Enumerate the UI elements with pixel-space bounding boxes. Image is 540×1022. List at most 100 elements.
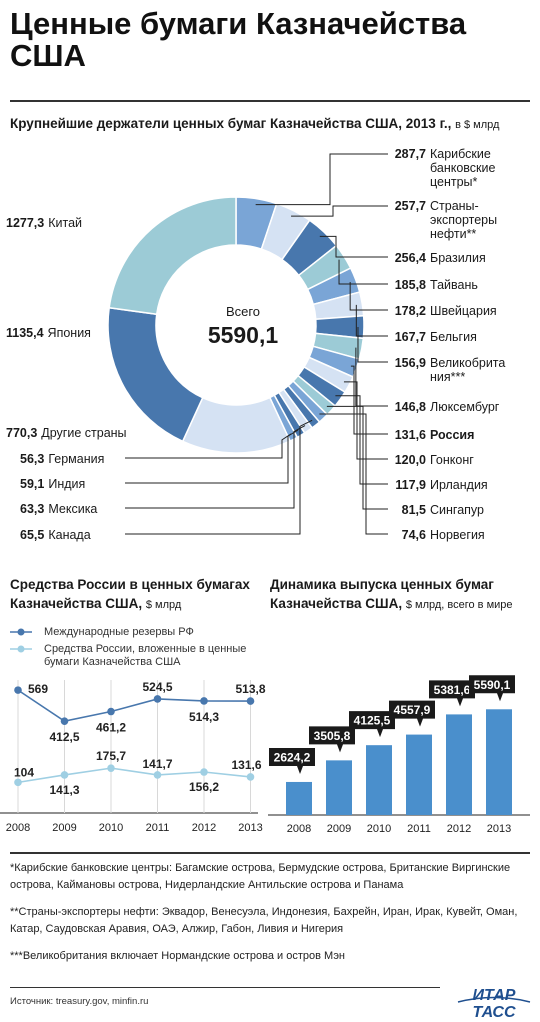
series-point	[107, 764, 115, 772]
leader-line	[338, 259, 388, 285]
leader-line	[343, 381, 388, 460]
label-india: 59,1 Индия	[20, 477, 85, 491]
data-label: 175,7	[96, 749, 126, 763]
label-name: Люксембург	[430, 400, 500, 414]
label-name: Мексика	[48, 502, 98, 516]
issuance-chart-title-line1: Динамика выпуска ценных бумаг	[270, 577, 494, 592]
itar-tass-logo: ИТАР ТАСС	[457, 987, 531, 1019]
leader-line	[349, 281, 388, 311]
label-value: 185,8	[394, 278, 426, 292]
label-value: 56,3	[20, 452, 45, 466]
label-name: Бельгия	[430, 330, 477, 344]
footnote-uk: ***Великобритания включает Нормандские о…	[10, 950, 346, 962]
data-label: 461,2	[96, 721, 126, 735]
label-value: 59,1	[20, 477, 45, 491]
donut-chart	[107, 153, 388, 535]
bar-label-box	[389, 700, 435, 727]
title-divider	[10, 100, 530, 102]
leader-line	[125, 433, 292, 459]
data-label: 141,7	[142, 757, 172, 771]
issuance-chart-title: Динамика выпуска ценных бумаг Казначейст…	[270, 575, 513, 615]
bar-label-box	[349, 711, 395, 738]
legend-item-investments: Средства России, вложенные в ценные бума…	[44, 643, 247, 668]
series-line	[17, 689, 251, 723]
data-label: 141,3	[49, 783, 79, 797]
donut-heading: Крупнейшие держатели ценных бумаг Казнач…	[10, 116, 499, 131]
leader-line	[350, 365, 388, 435]
leader-line	[255, 153, 388, 206]
data-label: 514,3	[189, 710, 219, 724]
x-tick-label: 2009	[327, 823, 351, 835]
label-name: Германия	[48, 452, 105, 466]
russia-chart-title-line2: Казначейства США,	[10, 596, 143, 611]
leader-line	[125, 425, 306, 509]
bar-value-label: 2624,2	[274, 750, 311, 764]
issuance-chart-title-line2: Казначейства США,	[270, 596, 403, 611]
data-label: 569	[28, 682, 48, 696]
leader-line	[125, 429, 299, 484]
label-value: 120,0	[394, 453, 426, 467]
label-singapore: 81,5 Сингапур	[392, 503, 484, 517]
label-value: 167,7	[394, 330, 426, 344]
donut-slices	[107, 196, 365, 454]
label-russia: 131,6 Россия	[392, 428, 475, 442]
logo-line2: ТАСС	[472, 1004, 515, 1019]
bar	[286, 781, 312, 815]
leader-line	[319, 235, 388, 258]
label-china: 1277,3 Китай	[6, 216, 82, 230]
legend-marker-investments	[17, 645, 25, 653]
x-tick-label: 2010	[99, 822, 123, 834]
russia-chart-title: Средства России в ценных бумагах Казначе…	[10, 575, 250, 615]
label-oil-exporters: 257,7 Страны-экспортеры нефти**	[392, 199, 514, 241]
bar	[446, 714, 472, 815]
leader-line	[335, 395, 388, 485]
leader-line	[355, 304, 388, 337]
x-tick-label: 2012	[192, 822, 216, 834]
label-value: 63,3	[20, 502, 45, 516]
label-value: 131,6	[394, 428, 426, 442]
label-value: 146,8	[394, 400, 426, 414]
bar-value-label: 5381,6	[434, 683, 471, 697]
bar-value-label: 4125,5	[354, 714, 391, 728]
label-value: 74,6	[401, 528, 426, 542]
label-name: Страны-экспортеры нефти**	[430, 199, 498, 241]
bar-label-box	[269, 747, 315, 774]
label-name: Швейцария	[430, 304, 497, 318]
legend-item-reserves: Международные резервы РФ	[44, 626, 194, 638]
leader-line	[326, 405, 388, 510]
data-label: 131,6	[231, 758, 261, 772]
label-belgium: 167,7 Бельгия	[392, 330, 477, 344]
donut-slice	[108, 196, 237, 316]
donut-leader-lines	[125, 153, 388, 535]
series-point	[153, 695, 162, 703]
x-tick-label: 2008	[287, 823, 311, 835]
label-japan: 1135,4 Япония	[6, 326, 91, 340]
charts-divider	[10, 852, 530, 854]
label-mexico: 63,3 Мексика	[20, 502, 97, 516]
label-value: 65,5	[20, 528, 45, 542]
bar-label-box	[309, 726, 355, 753]
donut-heading-unit: в $ млрд	[455, 119, 500, 131]
series-point	[153, 771, 162, 779]
donut-heading-text: Крупнейшие держатели ценных бумаг Казнач…	[10, 116, 452, 131]
x-tick-label: 2011	[407, 823, 431, 835]
x-tick-label: 2008	[6, 822, 30, 834]
issuance-chart-unit: $ млрд, всего в мире	[405, 599, 513, 611]
source-divider	[10, 987, 440, 988]
leader-line	[319, 413, 388, 535]
leader-line	[291, 205, 388, 217]
label-value: 178,2	[394, 304, 426, 318]
label-hongkong: 120,0 Гонконг	[392, 453, 474, 467]
series-line	[17, 767, 251, 784]
label-value: 256,4	[394, 251, 426, 265]
issuance-bar-chart: 2624,2 2008 3505,8 2009 4125,5 2010 4557,9 2011…	[268, 675, 530, 835]
label-name: Китай	[48, 216, 83, 230]
donut-center-total: 5590,1	[207, 322, 279, 348]
data-label: 412,5	[49, 730, 79, 744]
label-name: Великобритания***	[430, 356, 506, 384]
logo-line1: ИТАР	[473, 987, 516, 1004]
x-tick-label: 2011	[146, 822, 170, 834]
series-point	[60, 717, 69, 725]
label-brazil: 256,4 Бразилия	[392, 251, 486, 265]
leader-line	[125, 419, 313, 535]
